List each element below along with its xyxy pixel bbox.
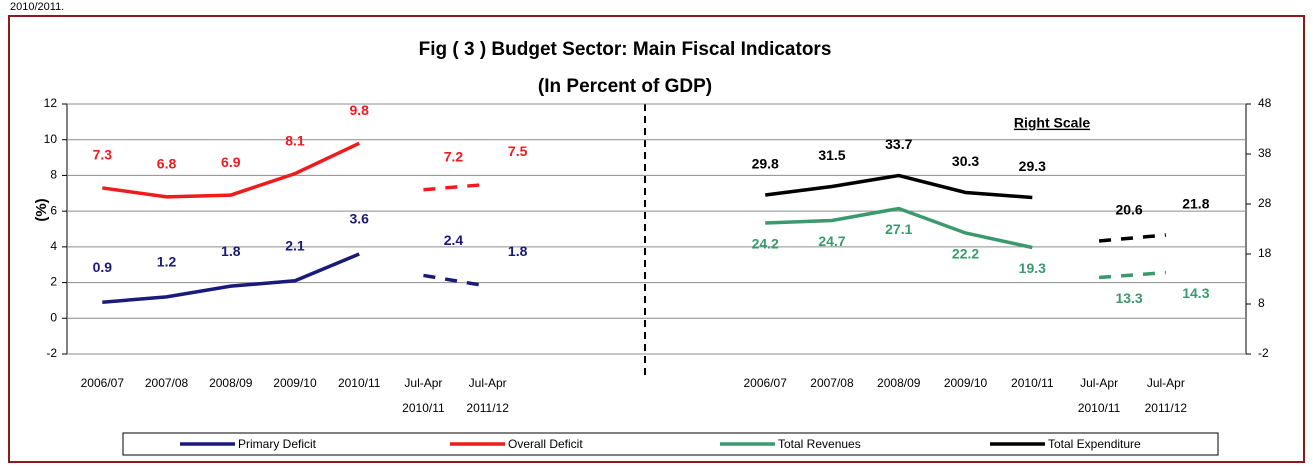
y-axis-label: (%) (33, 198, 50, 221)
data-label: 9.8 (349, 102, 369, 118)
y2-tick-label: 8 (1258, 296, 1265, 310)
y-tick-label: 8 (50, 168, 57, 182)
line-forecast (423, 182, 488, 192)
line-forecast (423, 273, 488, 288)
chart-subtitle: (In Percent of GDP) (538, 76, 712, 97)
y-tick-label: 10 (44, 132, 58, 146)
x-tick-line: 2008/09 (209, 376, 253, 390)
y-tick-label: -2 (46, 346, 57, 360)
x-tick-line: 2010/11 (402, 401, 445, 415)
data-label: 7.2 (444, 148, 464, 164)
x-tick-label: 2010/11 (338, 376, 381, 390)
data-label: 6.8 (157, 156, 177, 172)
y2-tick-label: -2 (1258, 346, 1269, 360)
data-label: 29.8 (752, 156, 779, 172)
data-label: 24.2 (752, 236, 779, 252)
x-tick-line: Jul-Apr (404, 376, 442, 390)
line (764, 173, 1033, 200)
x-tick-line: 2007/08 (145, 376, 189, 390)
data-label: 22.2 (952, 246, 979, 262)
data-label: 1.2 (157, 254, 177, 270)
y-tick-label: 6 (50, 203, 57, 217)
x-tick-line: 2006/07 (81, 376, 125, 390)
data-label: 1.8 (508, 243, 528, 259)
line-forecast (1098, 270, 1167, 280)
data-label: 20.6 (1115, 202, 1142, 218)
data-label: 0.9 (93, 259, 113, 275)
y2-tick-label: 38 (1258, 146, 1272, 160)
data-label: 2.4 (444, 232, 464, 248)
y2-tick-label: 48 (1258, 96, 1272, 110)
x-tick-line: Jul-Apr (1080, 376, 1118, 390)
data-label: 14.3 (1182, 285, 1209, 301)
data-label: 13.3 (1115, 290, 1142, 306)
data-label: 29.3 (1019, 158, 1046, 174)
x-tick-label: 2010/11 (1011, 376, 1054, 390)
x-tick-label: 2007/08 (145, 376, 189, 390)
x-tick-label: 2007/08 (810, 376, 854, 390)
legend-label: Primary Deficit (238, 437, 317, 451)
data-label: 33.7 (885, 136, 912, 152)
data-label: 27.1 (885, 221, 912, 237)
x-tick-label: Jul-Apr 2010/11 (402, 376, 445, 415)
legend-label: Total Expenditure (1048, 437, 1141, 451)
x-tick-line: 2006/07 (744, 376, 788, 390)
data-label: 24.7 (818, 233, 845, 249)
data-label: 2.1 (285, 237, 305, 253)
x-tick-line: 2009/10 (944, 376, 988, 390)
data-label: 31.5 (818, 147, 845, 163)
annotation: Right Scale (1014, 115, 1090, 131)
legend (122, 432, 1219, 456)
legend-label: Total Revenues (778, 437, 861, 451)
chart-frame (8, 15, 1305, 463)
header-note: 2010/2011. (10, 1, 64, 13)
line-forecast (1098, 233, 1167, 243)
data-label: 1.8 (221, 243, 241, 259)
x-tick-label: 2008/09 (209, 376, 253, 390)
x-tick-label: Jul-Apr 2010/11 (1078, 376, 1121, 415)
x-tick-label: 2009/10 (944, 376, 988, 390)
y-tick-label: 0 (50, 310, 57, 324)
data-label: 3.6 (349, 211, 369, 227)
y-tick-label: 2 (50, 275, 57, 289)
x-tick-label: 2008/09 (877, 376, 921, 390)
x-tick-line: 2011/12 (1145, 401, 1188, 415)
x-tick-line: 2010/11 (338, 376, 381, 390)
chart-title: Fig ( 3 ) Budget Sector: Main Fiscal Ind… (419, 39, 832, 60)
x-tick-line: 2010/11 (1078, 401, 1121, 415)
data-label: 7.3 (93, 147, 113, 163)
data-label: 6.9 (221, 154, 241, 170)
y2-tick-label: 28 (1258, 196, 1272, 210)
x-tick-label: 2006/07 (744, 376, 788, 390)
data-label: 8.1 (285, 132, 305, 148)
data-label: 19.3 (1019, 260, 1046, 276)
data-label: 21.8 (1182, 196, 1209, 212)
x-tick-label: Jul-Apr 2011/12 (466, 376, 509, 415)
x-tick-line: 2011/12 (466, 401, 509, 415)
data-label: 7.5 (508, 143, 528, 159)
x-tick-label: 2009/10 (273, 376, 317, 390)
x-tick-line: Jul-Apr (469, 376, 507, 390)
line (102, 252, 360, 304)
x-tick-label: 2006/07 (81, 376, 125, 390)
x-tick-line: 2008/09 (877, 376, 921, 390)
y2-tick-label: 18 (1258, 246, 1272, 260)
x-tick-line: 2009/10 (273, 376, 317, 390)
data-label: 30.3 (952, 153, 979, 169)
line (102, 141, 360, 199)
x-tick-line: 2007/08 (810, 376, 854, 390)
legend-label: Overall Deficit (508, 437, 583, 451)
x-tick-label: Jul-Apr 2011/12 (1145, 376, 1188, 415)
line (765, 206, 1033, 250)
x-tick-line: Jul-Apr (1147, 376, 1185, 390)
y-tick-label: 4 (50, 239, 57, 253)
x-tick-line: 2010/11 (1011, 376, 1054, 390)
y-tick-label: 12 (44, 96, 58, 110)
